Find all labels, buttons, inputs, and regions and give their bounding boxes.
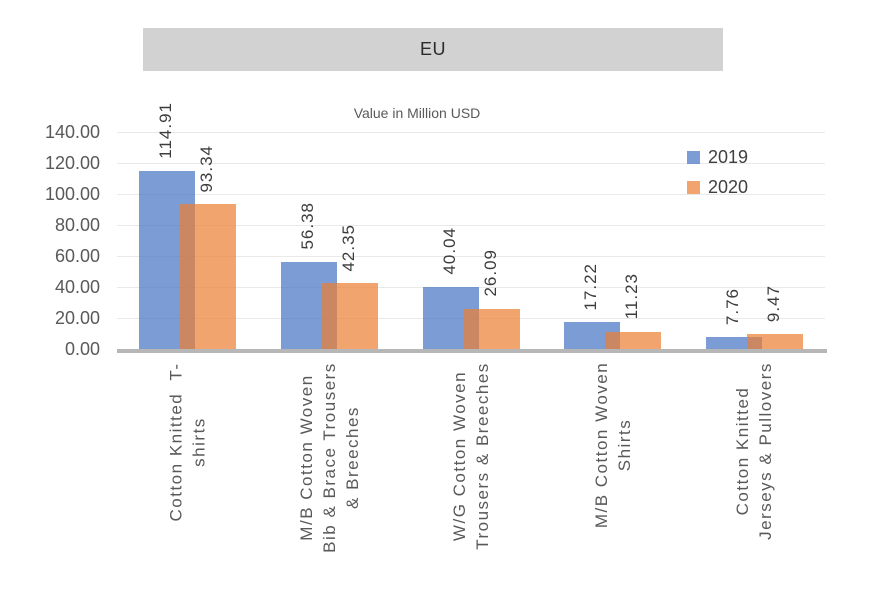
legend-label-2019: 2019 (708, 146, 749, 167)
bar-value-label-2020-cat2: 42.35 (338, 223, 358, 272)
bar-value-label-2020-cat4: 11.23 (622, 273, 642, 320)
x-axis-category-label-1: Cotton Knitted T- shirts (166, 362, 209, 521)
bar-2020-cat2 (321, 283, 378, 349)
bar-value-label-2019-cat5: 7.76 (722, 287, 742, 325)
gridline (117, 225, 825, 226)
bar-2020-cat1 (180, 204, 237, 349)
y-axis-tick-label: 140.00 (44, 122, 100, 142)
x-axis-category-label-5: Cotton Knitted Jerseys & Pullovers (733, 362, 776, 540)
legend-item-2020: 2020 (687, 172, 748, 202)
gridline (117, 163, 825, 164)
bar-value-label-2020-cat1: 93.34 (197, 144, 217, 193)
gridline (117, 256, 825, 257)
y-axis-tick-label: 80.00 (54, 215, 100, 235)
bar-value-label-2019-cat4: 17.22 (581, 262, 601, 311)
x-axis-category-label-2: M/B Cotton Woven Bib & Brace Trousers & … (296, 362, 362, 553)
y-axis-tick-label: 120.00 (44, 153, 100, 173)
y-axis-tick-label: 20.00 (54, 308, 100, 328)
bar-value-label-2019-cat3: 40.04 (439, 227, 459, 275)
x-axis-category-label-4: M/B Cotton Woven Shirts (591, 361, 634, 529)
gridline (117, 132, 825, 133)
bar-2020-cat3 (463, 308, 520, 349)
x-axis-line (117, 349, 827, 353)
chart-title: EU (419, 39, 446, 59)
bar-2020-cat5 (746, 334, 803, 349)
bar-2020-cat4 (605, 331, 662, 349)
gridline (117, 194, 825, 195)
chart-subtitle: Value in Million USD (353, 105, 481, 121)
legend-item-2019: 2019 (687, 142, 748, 172)
bar-value-label-2020-cat5: 9.47 (763, 285, 783, 323)
bar-value-label-2019-cat1: 114.91 (156, 102, 176, 159)
y-axis-tick-label: 0.00 (64, 339, 100, 359)
legend: 2019 2020 (687, 142, 748, 202)
bar-value-label-2020-cat3: 26.09 (480, 249, 500, 297)
legend-swatch-2020 (687, 180, 700, 194)
legend-label-2020: 2020 (708, 176, 749, 197)
legend-swatch-2019 (687, 150, 700, 164)
bar-value-label-2019-cat2: 56.38 (297, 202, 317, 250)
x-axis-category-label-3: W/G Cotton Woven Trousers & Breeches (449, 362, 492, 550)
y-axis-tick-label: 100.00 (44, 184, 100, 204)
y-axis-tick-label: 60.00 (54, 246, 100, 266)
y-axis-tick-label: 40.00 (54, 277, 100, 297)
chart-title-band: EU (143, 28, 723, 71)
